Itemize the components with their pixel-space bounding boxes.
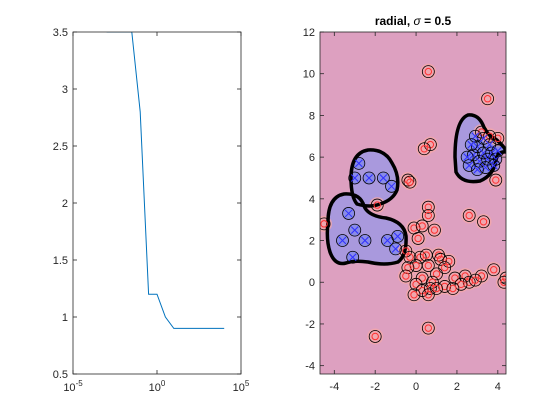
y-tick-label: 3.5 <box>53 27 68 39</box>
classifier-axes: -4 -2 0 2 4 -4 -2 0 2 4 6 8 10 12 radial, σ = 0.5 <box>303 14 507 393</box>
positive-point <box>430 267 443 281</box>
positive-point <box>320 217 331 231</box>
positive-point <box>417 142 431 156</box>
classifier-ticks: -4 -2 0 2 4 -4 -2 0 2 4 6 8 10 12 <box>303 27 506 393</box>
positive-point <box>462 209 476 222</box>
y-tick-label: 12 <box>303 27 315 39</box>
negative-point <box>336 234 349 247</box>
negative-point <box>487 159 501 172</box>
line-chart-plot-area <box>73 32 241 374</box>
x-tick-label: 105 <box>233 379 250 394</box>
negative-point <box>491 144 505 158</box>
positive-point <box>454 277 468 291</box>
positive-point <box>403 250 417 264</box>
x-tick-label: 2 <box>454 381 460 393</box>
positive-point <box>368 330 382 343</box>
positive-point <box>430 282 443 295</box>
y-tick-label: 0 <box>309 277 315 289</box>
y-tick-label: 6 <box>309 152 315 164</box>
negative-point <box>391 229 405 243</box>
line-chart-axes: 0.5 1 1.5 2 2.5 3 3.5 10-5 100 105 <box>53 27 250 394</box>
negative-point <box>470 163 484 177</box>
x-tick-label: 100 <box>149 379 166 394</box>
positive-point <box>468 273 482 287</box>
negative-point <box>483 138 497 152</box>
x-tick-label: -2 <box>370 381 380 393</box>
negative-point <box>346 250 360 264</box>
positive-point <box>487 263 501 277</box>
positive-point <box>421 65 435 79</box>
negative-point <box>376 171 390 185</box>
positive-point <box>489 173 503 187</box>
x-tick-label: -4 <box>329 381 339 393</box>
positive-point <box>497 275 506 289</box>
classifier-frame <box>319 31 507 375</box>
y-tick-label: 2 <box>309 236 315 248</box>
negative-point <box>348 171 362 185</box>
positive-point <box>411 232 425 245</box>
positive-point <box>399 269 413 283</box>
x-tick-label: 0 <box>413 381 419 393</box>
positive-point <box>477 215 490 229</box>
positive-point <box>481 92 495 106</box>
negative-point <box>352 156 366 170</box>
y-tick-label: 1 <box>62 312 68 324</box>
y-tick-label: -2 <box>305 319 315 331</box>
positive-point <box>438 261 452 275</box>
negative-point <box>342 207 356 220</box>
positive-point <box>419 248 433 262</box>
decision-boundary-lower-left <box>325 192 408 266</box>
y-tick-label: 1.5 <box>53 255 68 267</box>
line-chart-frame <box>72 31 242 375</box>
positive-point <box>446 282 460 295</box>
decision-boundary-right <box>453 113 506 184</box>
data-points <box>320 65 506 343</box>
y-tick-label: 2.5 <box>53 141 68 153</box>
negative-point <box>389 242 403 256</box>
positive-point <box>370 198 384 212</box>
positive-point <box>415 219 429 233</box>
positive-point <box>421 321 435 335</box>
y-tick-label: 8 <box>309 110 315 122</box>
positive-point <box>421 288 435 302</box>
y-tick-label: 0.5 <box>53 369 68 381</box>
positive-point <box>428 223 441 237</box>
positive-point <box>407 288 421 302</box>
positive-point <box>403 175 417 189</box>
positive-point <box>421 259 435 272</box>
positive-point <box>421 200 435 214</box>
negative-point <box>464 138 478 152</box>
series-line <box>106 32 225 329</box>
negative-point <box>348 223 362 237</box>
positive-point <box>421 209 435 222</box>
negative-point <box>385 179 398 193</box>
y-tick-label: 3 <box>62 84 68 96</box>
negative-point <box>362 171 376 185</box>
y-tick-label: -4 <box>305 361 315 373</box>
x-tick-label: 10-5 <box>63 379 83 394</box>
negative-point <box>460 150 474 164</box>
decision-boundary-upper-left <box>349 148 400 208</box>
y-tick-label: 4 <box>309 194 315 206</box>
x-tick-label: 4 <box>495 381 501 393</box>
y-tick-label: 10 <box>303 69 315 81</box>
y-tick-label: 2 <box>62 198 68 210</box>
classifier-title: radial, σ = 0.5 <box>375 14 452 28</box>
negative-point <box>358 234 372 247</box>
